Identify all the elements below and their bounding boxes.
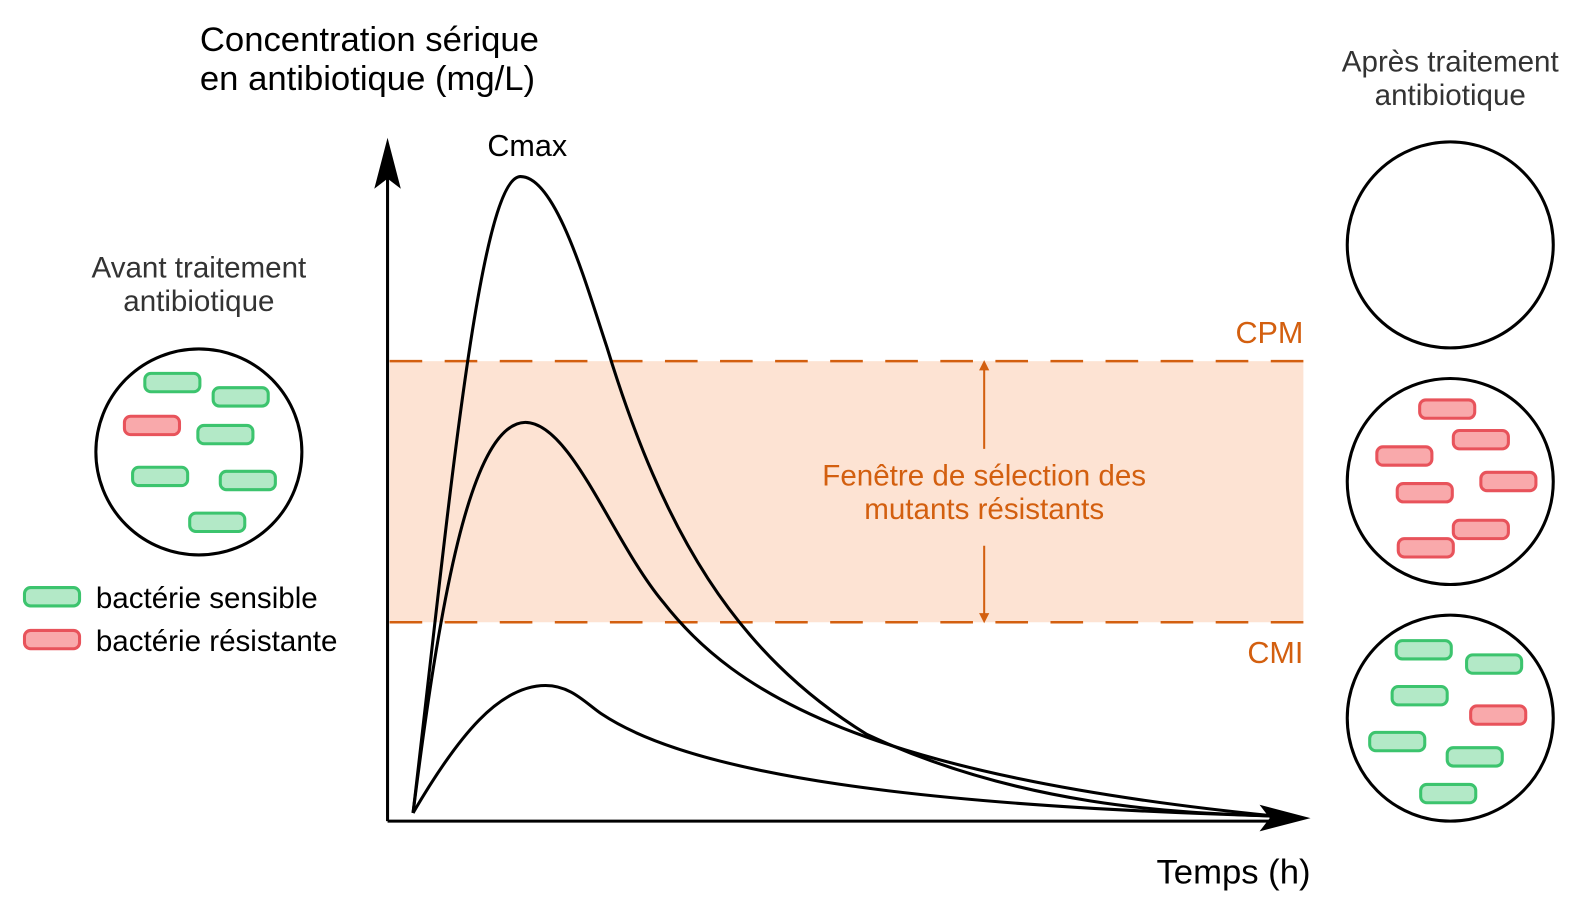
- before-dish: [94, 347, 304, 557]
- cmi-label: CMI: [1247, 636, 1303, 670]
- after-dish-mixed: [1345, 613, 1555, 823]
- cpm-label: CPM: [1235, 316, 1303, 350]
- high-dose-curve: [411, 175, 1275, 818]
- y-axis-arrow: [374, 137, 401, 189]
- legend-label: bactérie résistante: [96, 625, 338, 658]
- window-label: Fenêtre de sélection des mutants résistan…: [822, 460, 1146, 527]
- text-line: Avant traitement: [92, 252, 307, 285]
- text-line: Concentration sérique: [200, 21, 539, 59]
- legend: bactérie sensible bactérie résistante: [22, 582, 338, 658]
- after-dish-resistant: [1345, 376, 1555, 587]
- x-axis-arrow: [1259, 804, 1311, 832]
- legend-label: bactérie sensible: [96, 582, 318, 615]
- mid-dose-curve: [411, 420, 1275, 818]
- peak-label: Cmax: [487, 129, 567, 163]
- text-line: Après traitement: [1342, 46, 1559, 79]
- legend-swatch: [22, 628, 82, 651]
- text-line: Fenêtre de sélection des: [822, 460, 1146, 493]
- y-axis-label: Concentration sérique en antibiotique (mg…: [200, 21, 539, 98]
- selection-window: [389, 361, 1304, 623]
- legend-swatch: [22, 586, 82, 608]
- after-dish-empty: [1345, 140, 1555, 350]
- x-axis-label: Temps (h): [1156, 853, 1310, 891]
- text-line: antibiotique: [123, 285, 274, 318]
- low-dose-curve: [411, 683, 1275, 818]
- text-line: mutants résistants: [864, 493, 1104, 526]
- after-label: Après traitement antibiotique: [1342, 46, 1559, 113]
- text-line: en antibiotique (mg/L): [200, 60, 535, 98]
- text-line: antibiotique: [1375, 79, 1526, 112]
- before-label: Avant traitement antibiotique: [92, 252, 307, 319]
